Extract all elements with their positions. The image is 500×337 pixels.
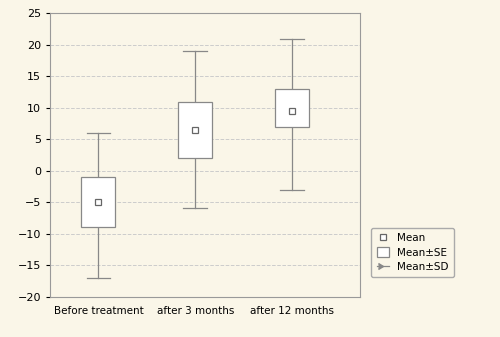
Bar [178,101,212,158]
Bar [275,89,309,127]
Bar [82,177,116,227]
Legend: Mean, Mean±SE, Mean±SD: Mean, Mean±SE, Mean±SD [372,228,454,277]
